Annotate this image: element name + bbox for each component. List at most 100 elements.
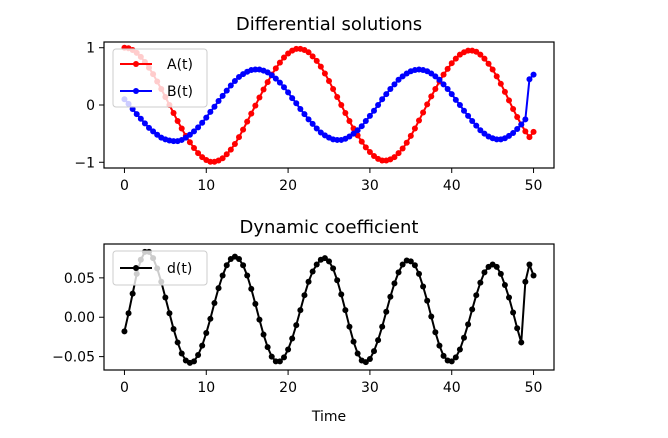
data-point-0-1-87 — [477, 127, 484, 134]
data-point-0-1-42 — [293, 100, 300, 107]
data-point-1-0-59 — [362, 359, 369, 366]
data-point-0-0-75 — [428, 93, 435, 100]
data-point-0-1-100 — [530, 71, 537, 78]
data-point-1-0-81 — [452, 354, 459, 361]
x-tick-label-1-3: 30 — [361, 380, 379, 396]
data-point-1-0-91 — [493, 263, 500, 270]
data-point-1-0-2 — [129, 290, 136, 297]
data-point-0-1-95 — [510, 130, 517, 137]
data-point-0-1-20 — [203, 114, 210, 121]
data-point-1-0-68 — [399, 261, 406, 268]
ax1-xlabel: Time — [311, 409, 346, 425]
data-point-1-0-100 — [530, 272, 537, 279]
data-point-1-0-44 — [301, 292, 308, 299]
data-point-1-0-75 — [428, 313, 435, 320]
data-point-0-0-76 — [432, 85, 439, 92]
x-tick-label-0-5: 50 — [525, 178, 543, 194]
legend-marker-d — [133, 265, 139, 271]
data-point-1-0-74 — [424, 297, 431, 304]
data-point-0-1-23 — [215, 97, 222, 104]
data-point-1-0-12 — [170, 326, 177, 333]
data-point-0-0-89 — [485, 60, 492, 67]
data-point-1-0-63 — [379, 323, 386, 330]
data-point-1-0-10 — [162, 294, 169, 301]
ax0-x-ticks: 0 10 20 30 40 50 — [120, 168, 542, 194]
data-point-1-0-49 — [321, 255, 328, 262]
data-point-0-0-99 — [526, 134, 533, 141]
data-point-0-0-96 — [514, 114, 521, 121]
data-point-1-0-56 — [350, 338, 357, 345]
data-point-0-0-51 — [330, 85, 337, 92]
data-point-1-0-13 — [174, 339, 181, 346]
data-point-1-0-36 — [268, 353, 275, 360]
data-point-0-0-92 — [497, 80, 504, 87]
legend-marker-b — [133, 88, 139, 94]
data-point-1-0-96 — [514, 325, 521, 332]
x-tick-label-1-4: 40 — [443, 380, 461, 396]
ax0-title: Differential solutions — [236, 14, 422, 35]
data-point-0-0-74 — [424, 101, 431, 108]
data-point-0-1-85 — [469, 118, 476, 125]
data-point-1-0-87 — [477, 279, 484, 286]
data-point-1-0-71 — [411, 262, 418, 269]
data-point-0-0-39 — [281, 54, 287, 61]
data-point-0-0-24 — [219, 155, 226, 162]
data-point-0-0-72 — [416, 117, 422, 124]
data-point-1-0-1 — [125, 310, 132, 317]
ax0-y-ticks: −1 0 1 — [74, 41, 104, 171]
data-point-0-1-36 — [268, 72, 275, 79]
data-point-0-0-16 — [186, 139, 193, 146]
data-point-1-0-22 — [211, 300, 218, 307]
data-point-1-0-41 — [289, 335, 296, 342]
data-point-1-0-94 — [506, 294, 512, 301]
data-point-1-0-61 — [371, 348, 377, 355]
data-point-0-0-52 — [334, 93, 341, 100]
data-point-1-0-88 — [481, 269, 488, 276]
data-point-0-0-71 — [411, 125, 418, 132]
data-point-0-0-68 — [399, 145, 406, 152]
data-point-0-0-34 — [260, 86, 267, 93]
data-point-0-1-76 — [432, 73, 439, 80]
data-point-0-0-98 — [522, 128, 529, 135]
data-point-0-1-22 — [211, 103, 218, 110]
data-point-1-0-35 — [264, 344, 271, 351]
data-point-1-0-95 — [510, 309, 517, 316]
data-point-0-0-48 — [317, 63, 324, 70]
data-point-0-0-14 — [178, 125, 185, 132]
data-point-0-1-63 — [379, 96, 386, 103]
data-point-1-0-99 — [526, 261, 533, 268]
x-tick-label-1-5: 50 — [525, 380, 543, 396]
data-point-1-0-55 — [346, 323, 353, 330]
data-point-1-0-93 — [501, 281, 508, 288]
y-tick-label-1-2: 0.05 — [64, 271, 95, 287]
ax1-legend: d(t) — [112, 250, 208, 286]
y-tick-label-1-1: 0.00 — [64, 310, 95, 326]
data-point-1-0-82 — [456, 346, 463, 353]
data-point-0-1-61 — [371, 107, 377, 114]
data-point-0-0-58 — [358, 138, 365, 145]
y-tick-label-0-2: 1 — [86, 41, 95, 57]
data-point-0-1-26 — [227, 82, 234, 89]
data-point-0-1-37 — [272, 75, 279, 82]
data-point-1-0-31 — [248, 285, 255, 292]
data-point-0-1-58 — [358, 123, 365, 130]
data-point-1-0-40 — [285, 346, 292, 353]
data-point-0-0-49 — [321, 70, 328, 77]
data-point-0-0-69 — [403, 139, 410, 146]
data-point-0-0-32 — [252, 102, 259, 109]
data-point-1-0-24 — [219, 272, 226, 279]
data-point-0-0-29 — [240, 126, 247, 133]
data-point-0-0-91 — [493, 73, 500, 80]
data-point-1-0-14 — [178, 350, 185, 357]
data-point-1-0-33 — [256, 316, 263, 323]
data-point-0-0-27 — [231, 140, 238, 147]
data-point-0-1-62 — [375, 102, 382, 108]
data-point-1-0-0 — [121, 328, 128, 335]
data-point-0-1-78 — [440, 81, 447, 88]
data-point-1-0-80 — [448, 358, 455, 365]
data-point-0-0-90 — [489, 66, 496, 73]
data-point-1-0-64 — [383, 308, 390, 315]
data-point-0-0-80 — [448, 60, 455, 67]
